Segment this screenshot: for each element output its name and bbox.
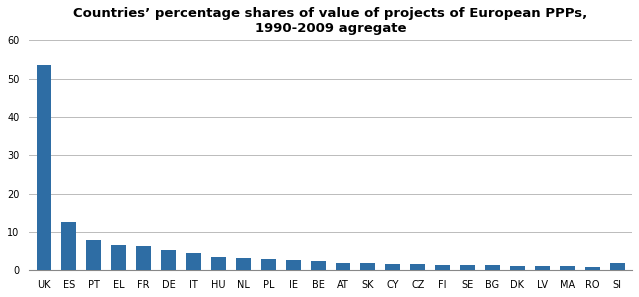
Bar	[186, 253, 201, 270]
Bar	[535, 266, 550, 270]
Bar	[610, 263, 624, 270]
Bar	[311, 261, 325, 270]
Bar	[286, 260, 300, 270]
Bar	[435, 265, 450, 270]
Bar	[261, 259, 276, 270]
Bar	[510, 266, 525, 270]
Title: Countries’ percentage shares of value of projects of European PPPs,
1990-2009 ag: Countries’ percentage shares of value of…	[73, 7, 588, 35]
Bar	[485, 265, 500, 270]
Bar	[211, 257, 226, 270]
Bar	[36, 65, 52, 270]
Bar	[360, 263, 375, 270]
Bar	[111, 245, 127, 270]
Bar	[560, 266, 574, 270]
Bar	[161, 250, 176, 270]
Bar	[460, 265, 475, 270]
Bar	[61, 222, 77, 270]
Bar	[410, 264, 425, 270]
Bar	[335, 263, 350, 270]
Bar	[136, 246, 151, 270]
Bar	[86, 240, 102, 270]
Bar	[385, 264, 400, 270]
Bar	[236, 258, 251, 270]
Bar	[585, 267, 599, 270]
